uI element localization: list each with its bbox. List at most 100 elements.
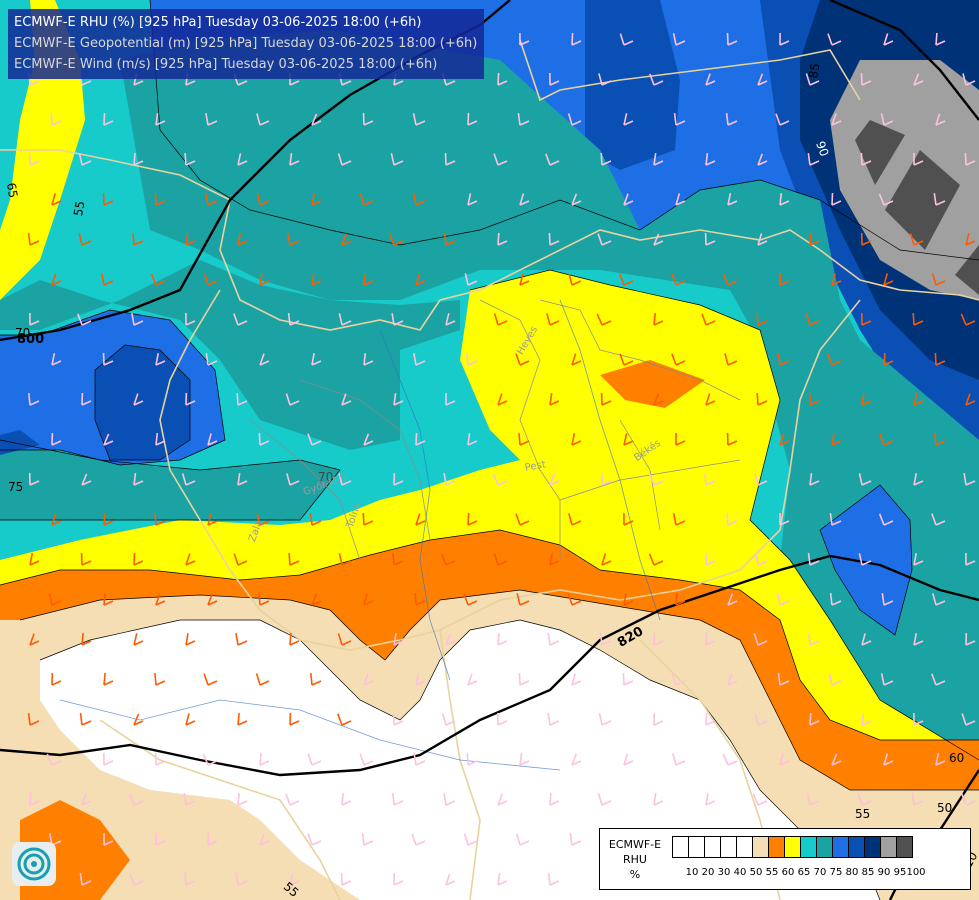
wind-barb [259, 353, 270, 366]
wind-barb [912, 312, 924, 326]
wind-barb [549, 392, 560, 406]
wind-barb [202, 753, 218, 766]
wind-barb [757, 233, 768, 246]
wind-barb [362, 112, 374, 126]
legend-tick: 65 [797, 867, 811, 878]
wind-barb [307, 753, 322, 766]
wind-barb [51, 672, 62, 686]
wind-barb [600, 152, 612, 166]
contour-label: 50 [937, 801, 952, 815]
wind-barb [549, 72, 560, 86]
wind-barb [808, 632, 820, 646]
wind-barb [704, 472, 716, 486]
wind-barb [28, 472, 40, 486]
place-label: Pest [524, 459, 547, 473]
wind-barb [28, 393, 40, 406]
wind-barb [672, 33, 686, 46]
wind-barb [311, 353, 322, 366]
wind-barb [50, 112, 62, 126]
wind-barb [597, 233, 612, 246]
wind-barb [497, 872, 508, 886]
wind-barb [259, 833, 270, 846]
wind-barb [79, 712, 92, 726]
legend-tick: 70 [813, 867, 827, 878]
legend-swatch [896, 836, 913, 858]
wind-barb [285, 793, 300, 806]
wind-barb [415, 273, 426, 286]
wind-barb [103, 593, 114, 606]
wind-barb [28, 152, 40, 166]
wind-barb [467, 432, 478, 446]
wind-barb [307, 833, 322, 846]
wind-barb [287, 313, 300, 326]
wind-barb [359, 193, 374, 206]
wind-barb [722, 753, 738, 766]
contour-label: 90 [813, 139, 831, 158]
wind-barb [155, 433, 166, 446]
wind-barb [549, 792, 560, 806]
wind-barb [857, 793, 872, 806]
wind-barb [568, 513, 582, 526]
wind-barb [103, 112, 114, 126]
wind-barb [128, 793, 144, 806]
map-title-box: ECMWF-E RHU (%) [925 hPa] Tuesday 03-06-… [8, 9, 485, 79]
wind-barb [48, 593, 62, 606]
wind-barb [726, 512, 738, 526]
legend-tick: 95 [893, 867, 907, 878]
wind-barb [363, 272, 374, 286]
legend-label-variable: RHU [623, 853, 647, 866]
wind-barb [233, 553, 248, 566]
wind-barb [883, 352, 894, 366]
wind-barb [29, 633, 40, 646]
wind-barb [965, 552, 976, 566]
wind-barb [340, 872, 352, 886]
wind-barb [934, 352, 946, 366]
ecmwf-logo-icon [12, 842, 56, 886]
wind-barb [497, 72, 508, 86]
wind-barb [519, 32, 530, 46]
wind-barb [362, 512, 374, 526]
wind-barb [363, 593, 374, 606]
wind-barb [393, 392, 404, 406]
wind-barb [465, 353, 478, 366]
legend-label-model: ECMWF-E [608, 838, 662, 851]
wind-barb [392, 552, 404, 566]
wind-barb [80, 552, 92, 566]
wind-barb [51, 273, 62, 286]
wind-barb [727, 593, 738, 606]
wind-barb [623, 753, 634, 766]
wind-barb [913, 393, 924, 406]
wind-barb [831, 753, 842, 766]
wind-barb [185, 232, 196, 246]
wind-barb [493, 553, 508, 566]
wind-barb [185, 633, 196, 646]
wind-barb [653, 152, 664, 166]
wind-barb [467, 512, 478, 526]
wind-barb [77, 313, 92, 326]
wind-barb [185, 553, 196, 566]
wind-barb [493, 313, 508, 326]
wind-barb [464, 273, 478, 286]
wind-barb [933, 433, 946, 446]
wind-barb [203, 273, 218, 286]
wind-barb [963, 472, 976, 486]
wind-barb [675, 433, 686, 446]
wind-barb [777, 593, 790, 606]
wind-barb [287, 233, 300, 246]
wind-barb [289, 632, 300, 646]
wind-barb [184, 152, 196, 166]
wind-barb [154, 512, 166, 526]
legend-swatch [736, 836, 753, 858]
wind-barb [517, 112, 530, 126]
wind-barb [705, 393, 716, 406]
wind-barb [860, 72, 872, 86]
wind-barb [704, 232, 716, 246]
wind-barb [497, 632, 508, 646]
wind-barb [101, 273, 114, 286]
wind-barb [133, 152, 144, 166]
wind-barb [445, 313, 456, 326]
wind-barb [237, 793, 248, 806]
wind-barb [753, 633, 768, 646]
wind-barb [881, 592, 894, 606]
wind-barb [51, 513, 62, 526]
